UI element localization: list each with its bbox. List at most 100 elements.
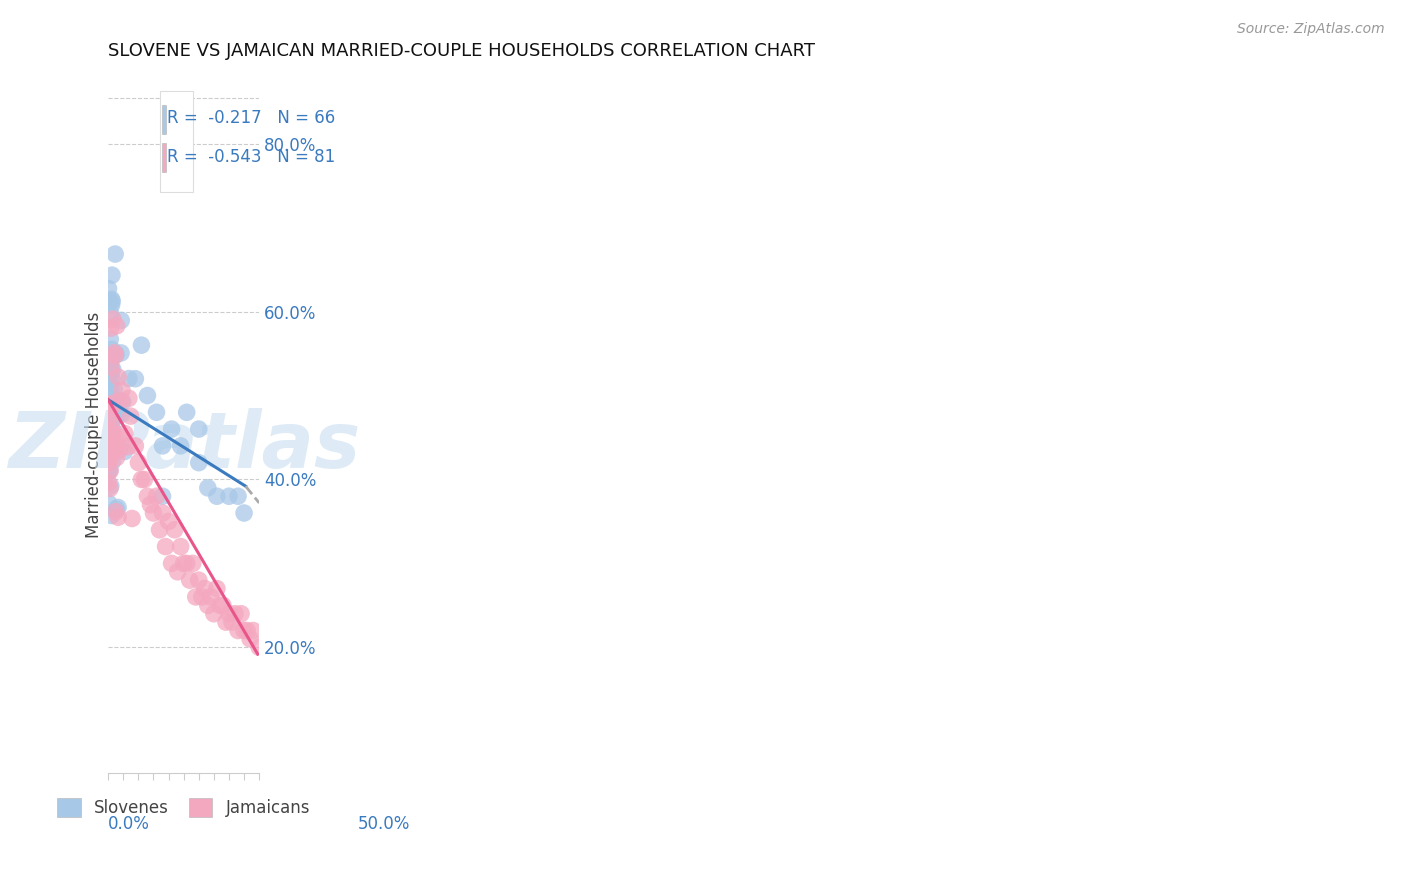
- FancyBboxPatch shape: [162, 105, 166, 135]
- Point: [98, 293, 121, 308]
- Point: [176, 405, 198, 419]
- Text: ZIPatlas: ZIPatlas: [7, 408, 360, 483]
- Point: [107, 510, 129, 524]
- Point: [98, 447, 121, 461]
- Point: [97, 450, 120, 465]
- Point: [224, 607, 246, 621]
- Point: [136, 489, 159, 503]
- Point: [191, 590, 214, 604]
- Point: [101, 421, 124, 435]
- Point: [197, 481, 219, 495]
- Point: [166, 565, 188, 579]
- Point: [103, 408, 125, 422]
- Text: 50.0%: 50.0%: [357, 815, 411, 833]
- FancyBboxPatch shape: [162, 143, 166, 172]
- Point: [100, 508, 122, 523]
- Point: [148, 523, 170, 537]
- Point: [111, 384, 134, 398]
- Point: [179, 573, 201, 587]
- Point: [97, 281, 120, 295]
- Point: [100, 401, 122, 415]
- Point: [100, 479, 122, 493]
- Point: [100, 364, 122, 378]
- Point: [142, 506, 165, 520]
- Point: [100, 447, 122, 461]
- Point: [218, 489, 240, 503]
- Point: [104, 406, 127, 420]
- Point: [145, 489, 167, 503]
- Point: [160, 557, 183, 571]
- Point: [100, 343, 122, 357]
- Point: [101, 362, 124, 376]
- Point: [169, 439, 191, 453]
- Point: [104, 395, 127, 409]
- Point: [101, 437, 124, 451]
- Point: [101, 401, 124, 416]
- Point: [110, 394, 132, 409]
- Point: [197, 599, 219, 613]
- Point: [157, 515, 180, 529]
- Point: [226, 624, 249, 638]
- Point: [98, 411, 121, 425]
- Point: [103, 382, 125, 396]
- Point: [131, 472, 153, 486]
- Point: [101, 373, 124, 387]
- Point: [108, 430, 131, 444]
- Point: [226, 489, 249, 503]
- Point: [100, 321, 122, 335]
- Point: [247, 640, 270, 655]
- Point: [98, 389, 121, 403]
- Point: [105, 347, 128, 361]
- Point: [103, 345, 125, 359]
- Point: [98, 382, 121, 396]
- Point: [169, 540, 191, 554]
- Point: [221, 615, 243, 629]
- Point: [194, 582, 217, 596]
- Point: [139, 498, 162, 512]
- Point: [110, 408, 132, 422]
- Point: [145, 405, 167, 419]
- Point: [97, 422, 120, 436]
- Point: [104, 346, 127, 360]
- Text: R =  -0.217   N = 66: R = -0.217 N = 66: [167, 110, 336, 128]
- Point: [100, 417, 122, 431]
- Point: [100, 448, 122, 462]
- Point: [111, 394, 134, 409]
- Point: [100, 298, 122, 312]
- Point: [152, 439, 174, 453]
- Point: [100, 401, 122, 415]
- Point: [97, 475, 120, 490]
- Point: [184, 590, 207, 604]
- Point: [101, 294, 124, 309]
- Point: [152, 489, 174, 503]
- Point: [97, 374, 120, 388]
- Point: [215, 615, 238, 629]
- Point: [152, 506, 174, 520]
- Point: [100, 307, 122, 321]
- Point: [187, 573, 209, 587]
- Point: [97, 439, 120, 453]
- Point: [101, 455, 124, 469]
- Point: [100, 354, 122, 368]
- Point: [104, 393, 127, 408]
- Point: [114, 444, 136, 458]
- Point: [97, 402, 120, 417]
- Point: [97, 410, 120, 425]
- Point: [212, 599, 235, 613]
- Point: [98, 450, 121, 464]
- Text: 0.0%: 0.0%: [108, 815, 150, 833]
- Point: [104, 348, 127, 362]
- Point: [100, 425, 122, 440]
- Point: [98, 332, 121, 346]
- Point: [181, 557, 204, 571]
- Point: [101, 312, 124, 326]
- Point: [98, 463, 121, 477]
- Point: [127, 456, 149, 470]
- Text: Source: ZipAtlas.com: Source: ZipAtlas.com: [1237, 22, 1385, 37]
- Point: [118, 371, 141, 385]
- Point: [105, 440, 128, 454]
- Point: [173, 557, 195, 571]
- Point: [105, 502, 128, 516]
- Point: [218, 607, 240, 621]
- Point: [105, 450, 128, 465]
